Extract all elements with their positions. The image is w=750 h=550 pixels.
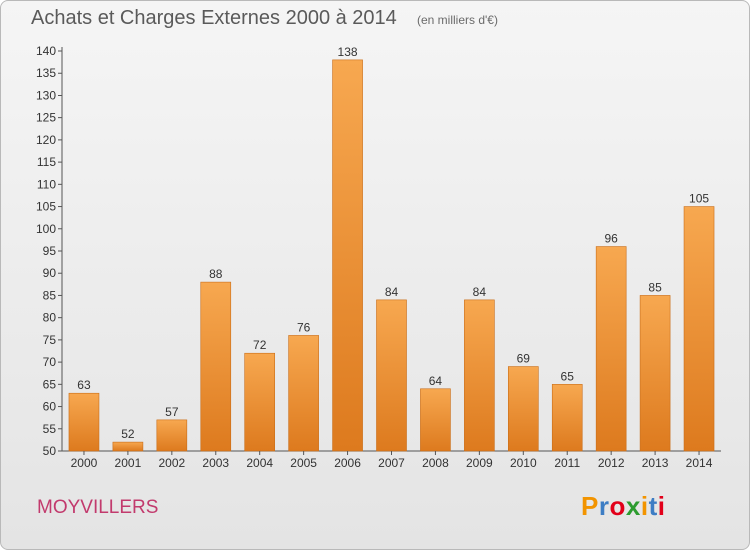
- y-tick-label: 115: [37, 155, 56, 169]
- logo-letter: o: [609, 491, 626, 521]
- bar-2002: [156, 419, 188, 452]
- value-label-2005: 76: [297, 320, 311, 334]
- value-label-2003: 88: [209, 267, 223, 281]
- x-tick-label-2004: 2004: [246, 456, 273, 470]
- value-labels: 63 52 57 88 72 76 138 84 64 84 69 65 96 85 105: [77, 45, 709, 441]
- bar-2012: [595, 246, 627, 452]
- value-label-2001: 52: [121, 427, 135, 441]
- bar-2009: [464, 299, 495, 452]
- value-label-2014: 105: [689, 192, 709, 206]
- x-tick-label-2006: 2006: [334, 456, 361, 470]
- value-label-2000: 63: [77, 378, 91, 392]
- chart-title: Achats et Charges Externes 2000 à 2014: [31, 7, 397, 29]
- value-label-2012: 96: [604, 232, 618, 246]
- x-tick-label-2009: 2009: [466, 456, 493, 470]
- bar-2013: [639, 295, 671, 452]
- logo-letter: r: [598, 491, 610, 521]
- bar-2010: [507, 366, 539, 452]
- value-label-2007: 84: [385, 285, 399, 299]
- y-tick-label: 50: [43, 444, 57, 458]
- y-tick-label: 100: [36, 222, 56, 236]
- x-tick-label-2011: 2011: [554, 456, 580, 470]
- bars: [68, 59, 715, 452]
- bar-2006: [332, 59, 363, 452]
- x-tick-label-2014: 2014: [686, 456, 713, 470]
- y-tick-label: 120: [36, 133, 56, 147]
- value-label-2008: 64: [429, 374, 443, 388]
- x-tick-label-2008: 2008: [422, 456, 449, 470]
- proxiti-logo: Proxiti: [581, 491, 665, 522]
- bar-2001: [112, 441, 144, 452]
- x-tick-label-2010: 2010: [510, 456, 537, 470]
- logo-letter: P: [581, 491, 599, 521]
- x-tick-label-2012: 2012: [598, 456, 625, 470]
- value-label-2009: 84: [473, 285, 487, 299]
- bar-2005: [288, 335, 319, 452]
- x-tick-label-2007: 2007: [378, 456, 405, 470]
- bar-2014: [683, 206, 715, 452]
- logo-letter: x: [625, 491, 641, 521]
- logo-letter: i: [640, 491, 649, 521]
- value-label-2010: 69: [517, 352, 531, 366]
- x-axis-ticks: 2000 2001 2002 2003 2004 2005 2006 2007 2008 2009…: [71, 451, 713, 470]
- x-tick-label-2002: 2002: [158, 456, 185, 470]
- value-label-2004: 72: [253, 338, 267, 352]
- bar-2004: [244, 352, 275, 452]
- x-tick-label-2013: 2013: [642, 456, 669, 470]
- bar-2008: [420, 388, 451, 452]
- y-axis-ticks: 50 55 60 65 70 75 80 85 90 95 100 105 110 115 120 125 13…: [36, 44, 62, 458]
- value-label-2002: 57: [165, 405, 179, 419]
- y-tick-label: 130: [36, 88, 56, 102]
- bar-2003: [200, 281, 232, 452]
- logo-letter: t: [648, 491, 658, 521]
- y-tick-label: 105: [36, 200, 56, 214]
- y-tick-label: 70: [43, 355, 57, 369]
- y-tick-label: 95: [43, 244, 57, 258]
- y-tick-label: 85: [43, 288, 57, 302]
- value-label-2006: 138: [338, 45, 358, 59]
- y-tick-label: 110: [37, 177, 56, 191]
- y-tick-label: 135: [36, 66, 56, 80]
- y-tick-label: 90: [43, 266, 57, 280]
- logo-letter: i: [657, 491, 666, 521]
- y-tick-label: 65: [43, 377, 57, 391]
- y-tick-label: 60: [43, 400, 57, 414]
- x-tick-label-2005: 2005: [290, 456, 317, 470]
- bar-2007: [376, 299, 407, 452]
- x-tick-label-2003: 2003: [202, 456, 229, 470]
- y-tick-label: 75: [43, 333, 57, 347]
- bar-2000: [68, 392, 100, 452]
- chart-unit: (en milliers d'€): [417, 13, 498, 27]
- value-label-2013: 85: [648, 280, 662, 294]
- value-label-2011: 65: [561, 369, 575, 383]
- y-tick-label: 140: [36, 44, 56, 58]
- y-tick-label: 55: [43, 422, 57, 436]
- x-tick-label-2001: 2001: [115, 456, 142, 470]
- y-tick-label: 80: [43, 311, 57, 325]
- bar-2011: [551, 384, 583, 452]
- x-tick-label-2000: 2000: [71, 456, 98, 470]
- commune-name: MOYVILLERS: [37, 497, 159, 518]
- y-tick-label: 125: [36, 111, 56, 125]
